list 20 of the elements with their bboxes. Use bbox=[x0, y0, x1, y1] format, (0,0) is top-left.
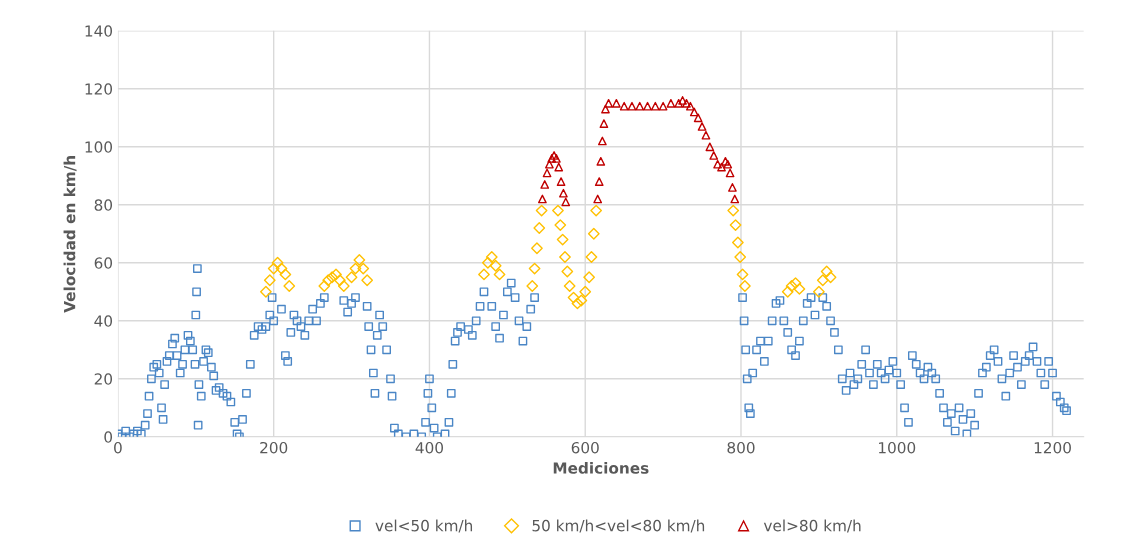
y-tick-label: 40 bbox=[94, 315, 113, 327]
y-tick-label: 60 bbox=[94, 257, 113, 269]
x-tick-label: 1000 bbox=[879, 441, 916, 454]
x-tick-label: 600 bbox=[571, 441, 599, 454]
x-tick-label: 800 bbox=[727, 441, 755, 454]
y-tick-label: 0 bbox=[104, 431, 113, 443]
y-tick-label: 80 bbox=[94, 199, 113, 211]
y-tick-label: 20 bbox=[94, 373, 113, 385]
y-tick-label: 100 bbox=[85, 141, 113, 153]
legend-label: 50 km/h<vel<80 km/h bbox=[532, 519, 705, 533]
y-axis-title: Velocidad en km/h bbox=[63, 156, 77, 313]
x-axis-title: Mediciones bbox=[553, 462, 649, 474]
legend-label: vel<50 km/h bbox=[375, 519, 473, 533]
x-tick-label: 200 bbox=[260, 441, 288, 454]
y-tick-label: 140 bbox=[85, 25, 113, 37]
x-tick-label: 400 bbox=[415, 441, 444, 454]
y-tick-label: 120 bbox=[85, 83, 113, 95]
legend-label: vel>80 km/h bbox=[763, 519, 861, 533]
x-tick-label: 0 bbox=[114, 441, 122, 454]
x-tick-label: 1200 bbox=[1034, 441, 1071, 454]
